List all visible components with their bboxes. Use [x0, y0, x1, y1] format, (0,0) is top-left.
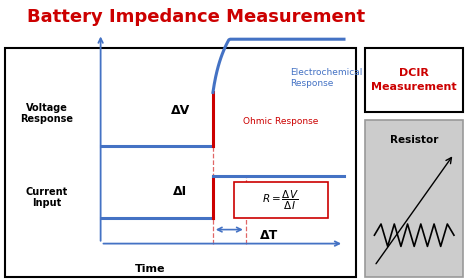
Bar [365, 48, 463, 112]
Bar [234, 182, 328, 218]
Text: ΔV: ΔV [170, 104, 190, 117]
Text: Current
Input: Current Input [26, 186, 68, 208]
Text: Ohmic Response: Ohmic Response [243, 117, 319, 126]
Bar [5, 48, 356, 277]
Text: Time: Time [134, 264, 165, 274]
Text: DCIR
Measurement: DCIR Measurement [372, 68, 457, 92]
Bar [365, 120, 463, 277]
Text: $R = \dfrac{\Delta V}{\Delta I}$: $R = \dfrac{\Delta V}{\Delta I}$ [263, 188, 299, 212]
Text: Battery Impedance Measurement: Battery Impedance Measurement [28, 8, 366, 26]
Text: Resistor: Resistor [390, 135, 439, 145]
Text: ΔT: ΔT [260, 229, 278, 242]
Text: Voltage
Response: Voltage Response [20, 102, 73, 124]
Text: ΔI: ΔI [173, 185, 187, 198]
Text: Electrochemical
Response: Electrochemical Response [290, 68, 363, 88]
